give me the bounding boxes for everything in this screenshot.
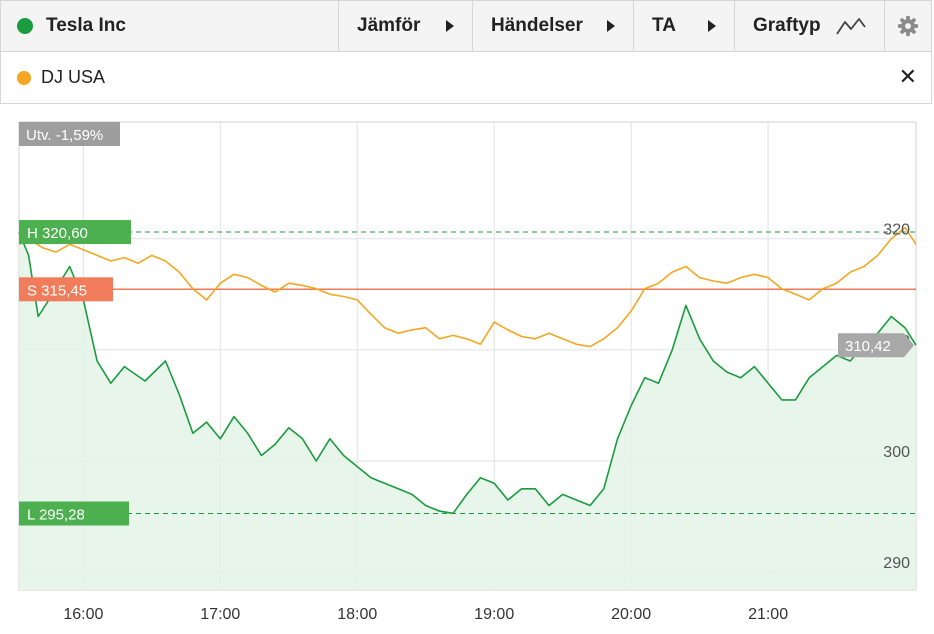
chart-badges: Utv. -1,59% H 320,60 S 315,45 L 295,28 310,4… xyxy=(19,122,914,526)
price-chart[interactable]: 290300310320 16:0017:0018:0019:0020:0021… xyxy=(0,104,934,634)
y-tick-label: 290 xyxy=(883,555,910,572)
legend-label: DJ USA xyxy=(41,67,106,87)
caret-right-icon xyxy=(607,20,615,32)
caret-right-icon xyxy=(446,20,454,32)
instrument-selector[interactable]: Tesla Inc xyxy=(1,1,339,51)
tesla-price-line xyxy=(18,231,917,515)
start-badge-text: S 315,45 xyxy=(27,282,87,299)
events-button[interactable]: Händelser xyxy=(473,1,634,51)
compare-button[interactable]: Jämför xyxy=(339,1,473,51)
low-badge: L 295,28 xyxy=(19,501,129,526)
high-badge: H 320,60 xyxy=(19,220,131,245)
x-tick-label: 20:00 xyxy=(611,606,651,623)
settings-button[interactable] xyxy=(885,1,931,51)
events-label: Händelser xyxy=(491,15,583,36)
last-price-badge-text: 310,42 xyxy=(845,338,891,355)
last-price-badge: 310,42 xyxy=(838,333,914,358)
x-tick-label: 17:00 xyxy=(200,606,240,623)
chart-type-label: Graftyp xyxy=(753,15,821,36)
change-badge: Utv. -1,59% xyxy=(19,122,120,146)
dj-usa-line xyxy=(18,226,917,348)
chart-toolbar: Tesla Inc Jämför Händelser TA Graftyp xyxy=(0,0,932,52)
close-icon[interactable]: ✕ xyxy=(898,64,917,89)
caret-right-icon xyxy=(708,20,716,32)
last-price-badge-bg xyxy=(838,333,914,358)
gear-icon xyxy=(897,15,919,37)
legend-bar: DJ USA ✕ xyxy=(0,52,932,104)
instrument-color-dot xyxy=(17,18,33,34)
chart-type-button[interactable]: Graftyp xyxy=(735,1,885,51)
start-badge: S 315,45 xyxy=(19,277,113,302)
x-tick-label: 18:00 xyxy=(337,606,377,623)
x-axis-ticks: 16:00 17:00 18:00 19:00 20:00 21:00 xyxy=(63,606,788,623)
x-tick-label: 19:00 xyxy=(474,606,514,623)
high-badge-bg xyxy=(19,220,131,245)
low-badge-text: L 295,28 xyxy=(27,507,85,524)
change-badge-text: Utv. -1,59% xyxy=(26,127,103,144)
instrument-name: Tesla Inc xyxy=(46,15,126,36)
low-badge-bg xyxy=(19,501,129,526)
ta-button[interactable]: TA xyxy=(634,1,735,51)
compare-label: Jämför xyxy=(357,15,421,36)
reference-lines xyxy=(19,231,916,515)
x-tick-label: 21:00 xyxy=(748,606,788,623)
line-chart-icon xyxy=(836,18,866,35)
y-tick-label: 300 xyxy=(883,444,910,461)
ta-label: TA xyxy=(652,15,676,36)
high-badge-text: H 320,60 xyxy=(27,225,88,242)
y-tick-label: 320 xyxy=(883,222,910,239)
change-badge-bg xyxy=(19,122,120,146)
start-badge-bg xyxy=(19,277,113,302)
x-tick-label: 16:00 xyxy=(63,606,103,623)
legend-color-dot xyxy=(17,70,31,85)
